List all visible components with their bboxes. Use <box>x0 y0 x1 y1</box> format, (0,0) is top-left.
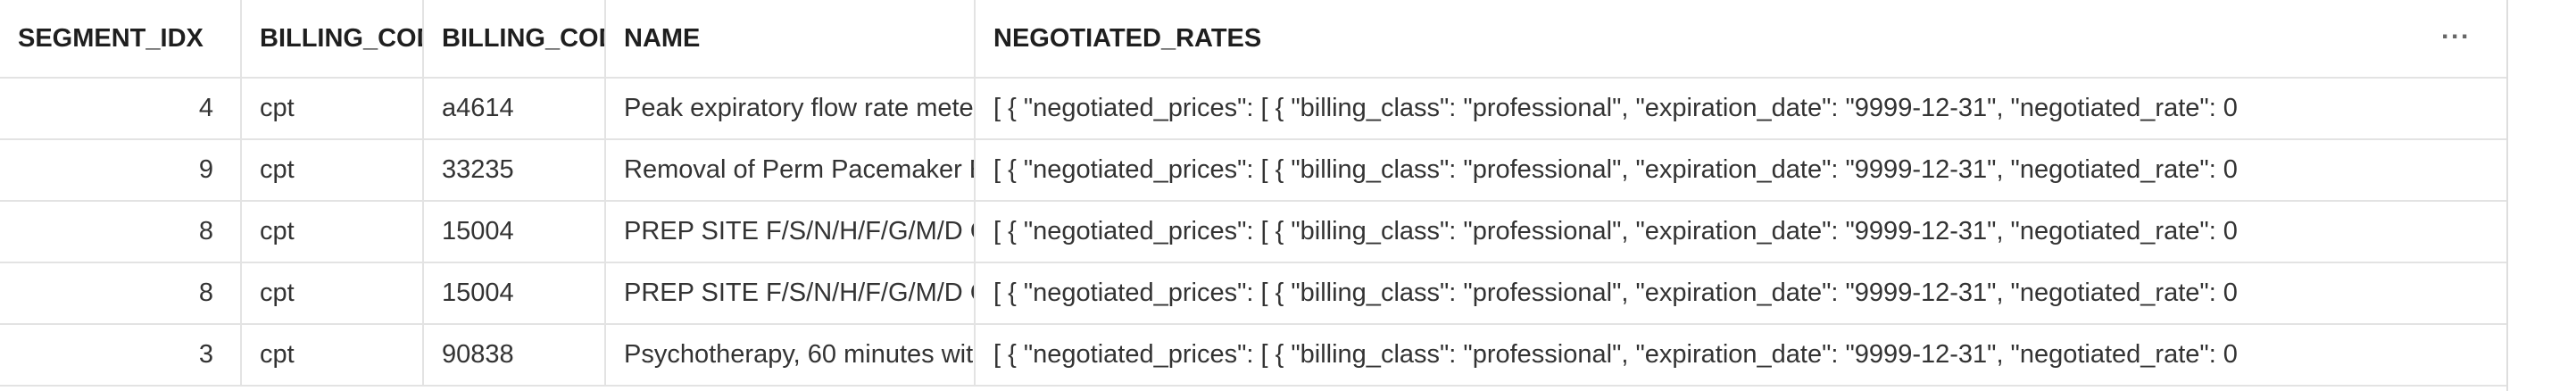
cell-name[interactable]: PREP SITE F/S/N/H/F/G/M/D GT 100 SQ CM <box>605 262 976 325</box>
cell-negotiated-rates[interactable]: [ { "negotiated_prices": [ { "billing_cl… <box>975 324 2506 387</box>
cell-segment-idx[interactable]: 4 <box>0 78 242 140</box>
column-header-segment-idx[interactable]: SEGMENT_IDX <box>0 0 242 79</box>
cell-billing-code[interactable]: 33235 <box>423 139 606 202</box>
cell-segment-idx[interactable]: 9 <box>0 139 242 202</box>
cell-billing-code-type[interactable]: cpt <box>241 139 424 202</box>
cell-name[interactable]: Removal of Perm Pacemaker Electrodes <box>605 139 976 202</box>
column-header-billing-code-type[interactable]: BILLING_CODE_TYPE <box>241 0 424 79</box>
column-header-name[interactable]: NAME <box>605 0 976 79</box>
column-header-negotiated-rates-label: NEGOTIATED_RATES <box>993 23 1262 53</box>
cell-billing-code[interactable]: 15004 <box>423 262 606 325</box>
cell-billing-code-type[interactable]: cpt <box>241 201 424 263</box>
cell-billing-code[interactable]: 15004 <box>423 201 606 263</box>
table-row[interactable]: 3 cpt 90838 Psychotherapy, 60 minutes wi… <box>0 324 2506 387</box>
cell-name[interactable]: Peak expiratory flow rate meter <box>605 78 976 140</box>
results-grid: SEGMENT_IDX BILLING_CODE_TYPE BILLING_CO… <box>0 0 2508 391</box>
cell-billing-code-type[interactable]: cpt <box>241 262 424 325</box>
cell-negotiated-rates[interactable]: [ { "negotiated_prices": [ { "billing_cl… <box>975 201 2506 263</box>
table-row[interactable]: 8 cpt 15004 PREP SITE F/S/N/H/F/G/M/D GT… <box>0 201 2506 263</box>
header-row: SEGMENT_IDX BILLING_CODE_TYPE BILLING_CO… <box>0 0 2506 79</box>
cell-name[interactable]: PREP SITE F/S/N/H/F/G/M/D GT 100 SQ CM <box>605 201 976 263</box>
table-row[interactable]: 9 cpt 33235 Removal of Perm Pacemaker El… <box>0 139 2506 202</box>
cell-segment-idx[interactable]: 3 <box>0 324 242 387</box>
cell-name[interactable]: Psychotherapy, 60 minutes with patient <box>605 324 976 387</box>
table-body: 4 cpt a4614 Peak expiratory flow rate me… <box>0 78 2506 387</box>
cell-segment-idx[interactable]: 8 <box>0 262 242 325</box>
column-header-billing-code[interactable]: BILLING_CODE <box>423 0 606 79</box>
cell-billing-code-type[interactable]: cpt <box>241 324 424 387</box>
grid-right-gutter <box>2508 0 2576 391</box>
cell-segment-idx[interactable]: 8 <box>0 201 242 263</box>
table-row[interactable]: 8 cpt 15004 PREP SITE F/S/N/H/F/G/M/D GT… <box>0 262 2506 325</box>
cell-negotiated-rates[interactable]: [ { "negotiated_prices": [ { "billing_cl… <box>975 262 2506 325</box>
cell-billing-code[interactable]: 90838 <box>423 324 606 387</box>
ellipsis-icon[interactable]: ··· <box>2441 21 2471 52</box>
column-header-negotiated-rates[interactable]: NEGOTIATED_RATES ··· <box>975 0 2506 79</box>
cell-negotiated-rates[interactable]: [ { "negotiated_prices": [ { "billing_cl… <box>975 78 2506 140</box>
cell-billing-code[interactable]: a4614 <box>423 78 606 140</box>
cell-negotiated-rates[interactable]: [ { "negotiated_prices": [ { "billing_cl… <box>975 139 2506 202</box>
results-table: SEGMENT_IDX BILLING_CODE_TYPE BILLING_CO… <box>0 0 2506 387</box>
table-row[interactable]: 4 cpt a4614 Peak expiratory flow rate me… <box>0 78 2506 140</box>
cell-billing-code-type[interactable]: cpt <box>241 78 424 140</box>
